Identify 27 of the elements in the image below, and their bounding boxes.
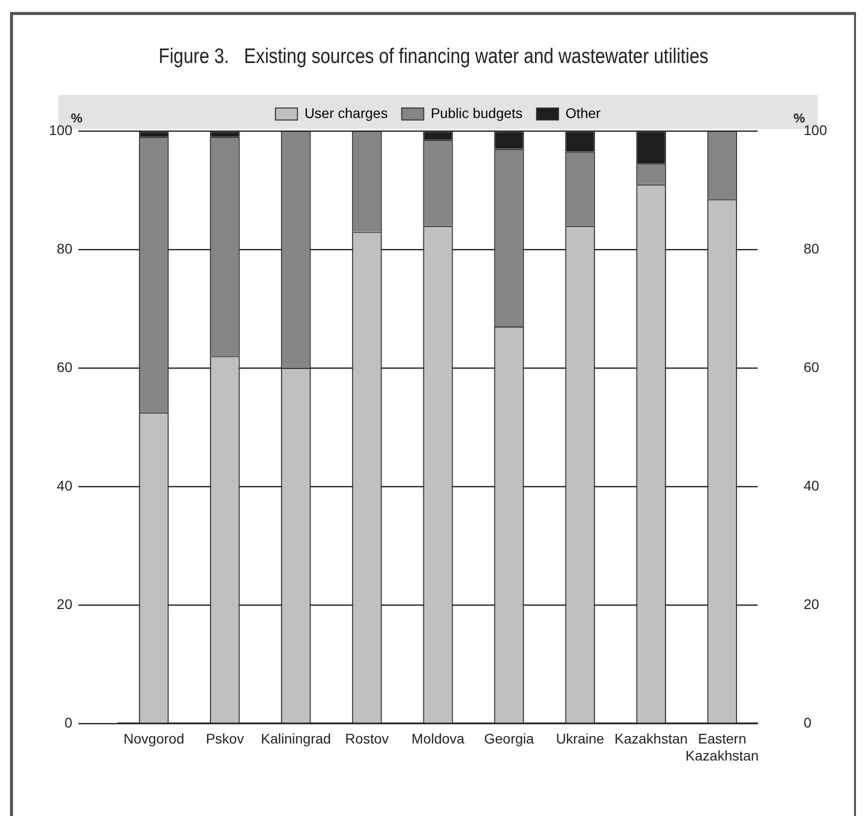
x-tick-label: Novgorod (124, 730, 184, 747)
y2-tick-label: 100 (804, 122, 828, 138)
y-tick-label: 0 (64, 714, 73, 730)
y-tick-label: 20 (56, 596, 73, 612)
y-tick-label: 40 (56, 477, 73, 494)
y2-tick-label: 80 (804, 240, 820, 256)
legend-label: User charges (304, 104, 388, 121)
y2-tick-label: 0 (804, 714, 812, 730)
x-tick-label: Ukraine (556, 730, 604, 747)
x-tick-label: Rostov (345, 730, 389, 747)
legend-label: Other (566, 104, 601, 121)
x-tick-label: Pskov (206, 730, 244, 747)
x-tick-label: Kaliningrad (260, 730, 331, 747)
chart-title: Figure 3. Existing sources of financing water and wastewater utilities (158, 45, 710, 69)
y2-tick-label: 60 (804, 358, 820, 375)
y2-tick-label: 20 (804, 596, 820, 612)
y-tick-label: 80 (56, 240, 73, 256)
y-axis-title: % (70, 110, 83, 126)
y2-axis-title: % (794, 110, 806, 126)
x-tick-label: Eastern Kazakhstan (686, 730, 759, 764)
legend-label: Public budgets (430, 104, 523, 121)
x-tick-label: Moldova (412, 730, 465, 747)
y2-tick-label: 40 (804, 477, 820, 494)
y-tick-label: 100 (49, 122, 73, 138)
x-tick-label: Georgia (484, 730, 534, 747)
y-tick-label: 60 (56, 358, 73, 375)
x-tick-label: Kazakhstan (614, 730, 688, 747)
